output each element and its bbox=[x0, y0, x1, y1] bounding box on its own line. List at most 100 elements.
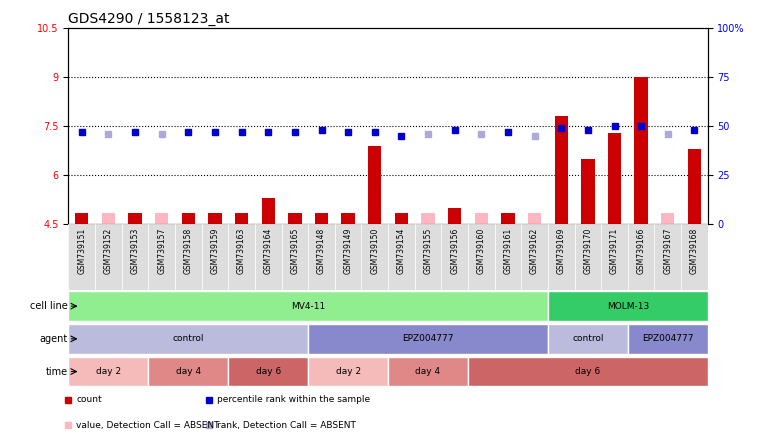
Text: GSM739160: GSM739160 bbox=[477, 228, 486, 274]
Text: day 2: day 2 bbox=[336, 367, 361, 376]
FancyBboxPatch shape bbox=[628, 224, 654, 290]
FancyBboxPatch shape bbox=[228, 357, 308, 386]
FancyBboxPatch shape bbox=[548, 324, 628, 353]
Text: time: time bbox=[46, 367, 68, 377]
Text: GSM739158: GSM739158 bbox=[184, 228, 193, 274]
FancyBboxPatch shape bbox=[202, 224, 228, 290]
FancyBboxPatch shape bbox=[68, 324, 308, 353]
Bar bbox=[342, 213, 355, 224]
Bar bbox=[661, 213, 674, 224]
Text: MV4-11: MV4-11 bbox=[291, 301, 326, 311]
Bar bbox=[635, 77, 648, 224]
Bar bbox=[528, 213, 541, 224]
Text: GSM739157: GSM739157 bbox=[158, 228, 166, 274]
Text: GSM739163: GSM739163 bbox=[237, 228, 246, 274]
FancyBboxPatch shape bbox=[175, 224, 202, 290]
FancyBboxPatch shape bbox=[601, 224, 628, 290]
Text: GDS4290 / 1558123_at: GDS4290 / 1558123_at bbox=[68, 12, 230, 26]
FancyBboxPatch shape bbox=[68, 224, 95, 290]
Bar bbox=[262, 198, 275, 224]
FancyBboxPatch shape bbox=[361, 224, 388, 290]
Bar bbox=[102, 213, 115, 224]
FancyBboxPatch shape bbox=[495, 224, 521, 290]
FancyBboxPatch shape bbox=[468, 357, 708, 386]
Bar bbox=[129, 213, 142, 224]
FancyBboxPatch shape bbox=[575, 224, 601, 290]
FancyBboxPatch shape bbox=[308, 324, 548, 353]
Text: rank, Detection Call = ABSENT: rank, Detection Call = ABSENT bbox=[217, 421, 355, 430]
Text: GSM739150: GSM739150 bbox=[371, 228, 379, 274]
FancyBboxPatch shape bbox=[548, 291, 708, 321]
Text: day 4: day 4 bbox=[176, 367, 201, 376]
Text: GSM739170: GSM739170 bbox=[584, 228, 592, 274]
FancyBboxPatch shape bbox=[415, 224, 441, 290]
FancyBboxPatch shape bbox=[122, 224, 148, 290]
Text: GSM739166: GSM739166 bbox=[637, 228, 645, 274]
Text: day 6: day 6 bbox=[256, 367, 281, 376]
Text: control: control bbox=[572, 334, 603, 343]
FancyBboxPatch shape bbox=[148, 224, 175, 290]
Text: GSM739151: GSM739151 bbox=[78, 228, 86, 274]
Bar bbox=[182, 213, 195, 224]
Text: GSM739149: GSM739149 bbox=[344, 228, 352, 274]
FancyBboxPatch shape bbox=[282, 224, 308, 290]
Text: EPZ004777: EPZ004777 bbox=[403, 334, 454, 343]
Bar bbox=[688, 149, 701, 224]
Text: GSM739152: GSM739152 bbox=[104, 228, 113, 274]
FancyBboxPatch shape bbox=[468, 224, 495, 290]
FancyBboxPatch shape bbox=[388, 357, 468, 386]
FancyBboxPatch shape bbox=[308, 224, 335, 290]
Bar bbox=[235, 213, 248, 224]
Text: GSM739168: GSM739168 bbox=[690, 228, 699, 274]
Text: GSM739162: GSM739162 bbox=[530, 228, 539, 274]
FancyBboxPatch shape bbox=[388, 224, 415, 290]
Bar bbox=[555, 116, 568, 224]
FancyBboxPatch shape bbox=[654, 224, 681, 290]
Text: value, Detection Call = ABSENT: value, Detection Call = ABSENT bbox=[76, 421, 220, 430]
Bar bbox=[422, 213, 435, 224]
Text: GSM739153: GSM739153 bbox=[131, 228, 139, 274]
FancyBboxPatch shape bbox=[68, 357, 148, 386]
Text: GSM739171: GSM739171 bbox=[610, 228, 619, 274]
FancyBboxPatch shape bbox=[148, 357, 228, 386]
Text: control: control bbox=[173, 334, 204, 343]
Bar bbox=[288, 213, 301, 224]
FancyBboxPatch shape bbox=[548, 224, 575, 290]
FancyBboxPatch shape bbox=[628, 324, 708, 353]
Bar bbox=[155, 213, 168, 224]
Text: day 6: day 6 bbox=[575, 367, 600, 376]
Text: GSM739164: GSM739164 bbox=[264, 228, 272, 274]
FancyBboxPatch shape bbox=[228, 224, 255, 290]
FancyBboxPatch shape bbox=[95, 224, 122, 290]
Text: GSM739169: GSM739169 bbox=[557, 228, 565, 274]
Bar bbox=[368, 146, 381, 224]
Text: MOLM-13: MOLM-13 bbox=[607, 301, 649, 311]
FancyBboxPatch shape bbox=[308, 357, 388, 386]
Text: GSM739156: GSM739156 bbox=[451, 228, 459, 274]
Bar bbox=[395, 213, 408, 224]
Bar bbox=[75, 213, 88, 224]
Bar bbox=[448, 208, 461, 224]
Bar bbox=[475, 213, 488, 224]
FancyBboxPatch shape bbox=[441, 224, 468, 290]
Text: day 4: day 4 bbox=[416, 367, 441, 376]
Text: agent: agent bbox=[40, 334, 68, 344]
Bar bbox=[501, 213, 514, 224]
Text: cell line: cell line bbox=[30, 301, 68, 311]
Bar bbox=[581, 159, 594, 224]
Text: day 2: day 2 bbox=[96, 367, 121, 376]
Text: GSM739161: GSM739161 bbox=[504, 228, 512, 274]
Bar bbox=[315, 213, 328, 224]
Text: percentile rank within the sample: percentile rank within the sample bbox=[217, 395, 370, 404]
Text: GSM739165: GSM739165 bbox=[291, 228, 299, 274]
Text: count: count bbox=[76, 395, 102, 404]
Text: GSM739154: GSM739154 bbox=[397, 228, 406, 274]
Text: GSM739159: GSM739159 bbox=[211, 228, 219, 274]
Bar bbox=[608, 133, 621, 224]
Text: GSM739167: GSM739167 bbox=[664, 228, 672, 274]
Bar bbox=[209, 213, 221, 224]
FancyBboxPatch shape bbox=[335, 224, 361, 290]
FancyBboxPatch shape bbox=[681, 224, 708, 290]
FancyBboxPatch shape bbox=[68, 291, 548, 321]
Text: EPZ004777: EPZ004777 bbox=[642, 334, 693, 343]
